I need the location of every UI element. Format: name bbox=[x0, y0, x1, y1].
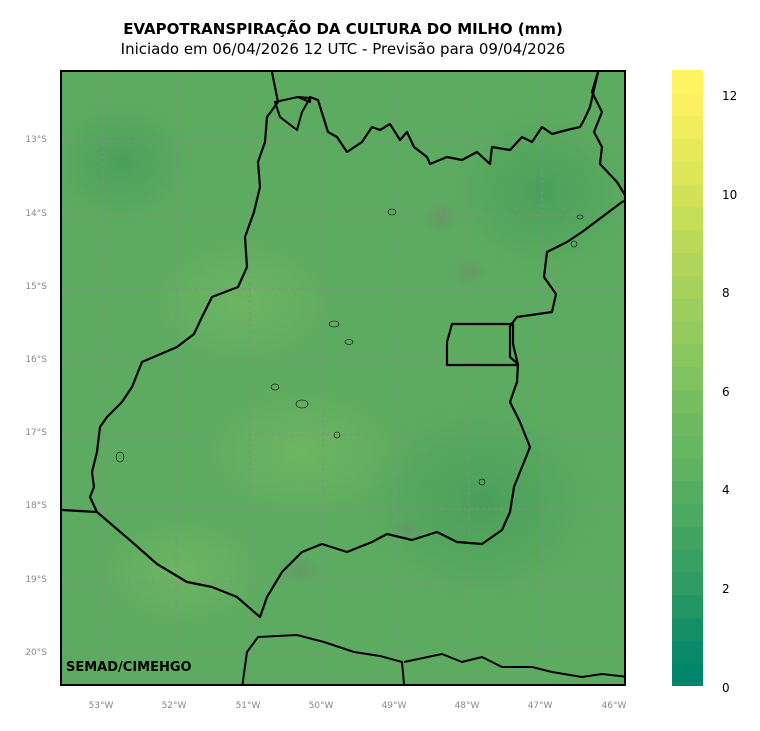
colorbar-step bbox=[672, 526, 703, 550]
low-value-patch bbox=[62, 102, 192, 222]
colorbar-tick-label: 2 bbox=[722, 582, 730, 596]
latitude-label: 20°S bbox=[25, 648, 47, 658]
colorbar-tick-label: 4 bbox=[722, 483, 730, 497]
colorbar-step bbox=[672, 435, 703, 459]
colorbar-step bbox=[672, 92, 703, 117]
federal-district-border bbox=[445, 322, 520, 367]
latitude-label: 13°S bbox=[25, 135, 47, 145]
state-border-goias-north-notch bbox=[274, 96, 311, 131]
colorbar-tick-label: 6 bbox=[722, 385, 730, 399]
colorbar-step bbox=[672, 457, 703, 482]
map-panel[interactable] bbox=[60, 70, 626, 686]
colorbar-tick-label: 0 bbox=[722, 681, 730, 695]
state-border-south bbox=[241, 634, 405, 684]
colorbar-step bbox=[672, 549, 703, 573]
high-value-patch bbox=[192, 382, 412, 522]
state-border-goias-south-east bbox=[96, 200, 624, 619]
latitude-label: 16°S bbox=[25, 355, 47, 365]
colorbar-step bbox=[672, 70, 703, 94]
colorbar-step bbox=[672, 320, 703, 345]
dark-value-patch bbox=[422, 202, 462, 232]
source-watermark: SEMAD/CIMEHGO bbox=[66, 660, 192, 675]
colorbar-steps bbox=[672, 70, 703, 686]
colorbar-step bbox=[672, 480, 703, 505]
colorbar-step bbox=[672, 366, 703, 390]
longitude-label: 52°W bbox=[161, 701, 187, 711]
dark-value-patch bbox=[278, 556, 322, 584]
latitude-label: 14°S bbox=[25, 209, 47, 219]
colorbar-step bbox=[672, 412, 703, 436]
dark-value-patch bbox=[391, 520, 423, 540]
colorbar-step bbox=[672, 115, 703, 140]
latitude-label: 15°S bbox=[25, 282, 47, 292]
colorbar-step bbox=[672, 503, 703, 527]
colorbar-step bbox=[672, 640, 703, 664]
longitude-label: 53°W bbox=[88, 701, 114, 711]
colorbar-step bbox=[672, 389, 703, 413]
colorbar-step bbox=[672, 594, 703, 619]
colorbar-tick-label: 12 bbox=[722, 89, 738, 103]
colorbar-step bbox=[672, 663, 703, 686]
colorbar bbox=[672, 70, 703, 686]
dark-value-patch bbox=[452, 258, 488, 286]
state-border-goias-west bbox=[62, 72, 280, 514]
high-value-patch bbox=[142, 232, 342, 372]
colorbar-step bbox=[672, 571, 703, 596]
colorbar-step bbox=[672, 275, 703, 299]
longitude-label: 48°W bbox=[454, 701, 480, 711]
colorbar-step bbox=[672, 229, 703, 254]
longitude-label: 51°W bbox=[235, 701, 261, 711]
map-gridlines bbox=[62, 72, 624, 684]
high-value-patch bbox=[92, 512, 272, 632]
small-contour-islands bbox=[115, 208, 584, 486]
latitude-label: 17°S bbox=[25, 428, 47, 438]
colorbar-step bbox=[672, 298, 703, 322]
longitude-label: 49°W bbox=[381, 701, 407, 711]
longitude-label: 50°W bbox=[308, 701, 334, 711]
colorbar-step bbox=[672, 343, 703, 368]
map-subtitle: Iniciado em 06/04/2026 12 UTC - Previsão… bbox=[120, 40, 566, 58]
latitude-label: 19°S bbox=[25, 575, 47, 585]
colorbar-tick-label: 10 bbox=[722, 188, 738, 202]
colorbar-step bbox=[672, 184, 703, 208]
longitude-label: 46°W bbox=[601, 701, 627, 711]
colorbar-step bbox=[672, 138, 703, 162]
colorbar-step bbox=[672, 252, 703, 276]
colorbar-step bbox=[672, 161, 703, 185]
low-value-patch bbox=[452, 112, 624, 272]
longitude-label: 47°W bbox=[527, 701, 553, 711]
state-border-south-east bbox=[403, 653, 624, 678]
latitude-label: 18°S bbox=[25, 501, 47, 511]
colorbar-tick-label: 8 bbox=[722, 286, 730, 300]
state-border-goias-north bbox=[297, 72, 600, 166]
colorbar-step bbox=[672, 206, 703, 231]
map-title: EVAPOTRANSPIRAÇÃO DA CULTURA DO MILHO (m… bbox=[123, 20, 563, 38]
evapotranspiration-field bbox=[62, 72, 624, 684]
colorbar-step bbox=[672, 617, 703, 641]
